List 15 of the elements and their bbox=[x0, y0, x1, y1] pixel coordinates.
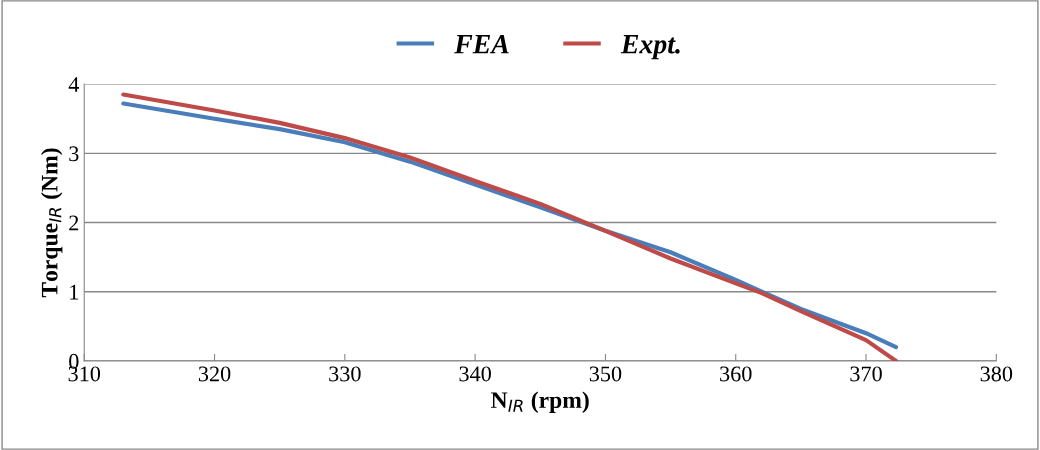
x-tick-label: 340 bbox=[459, 366, 491, 382]
x-tick-label: 380 bbox=[980, 366, 1013, 382]
y-tick-label: 3 bbox=[69, 146, 79, 162]
x-tick-label: 370 bbox=[850, 366, 882, 382]
x-axis-title: N$_{IR}$ (rpm) bbox=[491, 391, 589, 413]
y-tick-label: 2 bbox=[69, 215, 79, 231]
y-tick-label: 1 bbox=[70, 284, 79, 300]
y-tick-label: 4 bbox=[68, 77, 80, 92]
legend-label: FEA bbox=[454, 34, 509, 54]
x-tick-label: 330 bbox=[329, 366, 361, 382]
y-axis-title: Torque$_{IR}$ (Nm) bbox=[40, 148, 63, 298]
x-tick-label: 360 bbox=[720, 366, 752, 382]
x-tick-label: 350 bbox=[589, 366, 622, 382]
legend-label: Expt. bbox=[620, 35, 680, 60]
x-tick-label: 320 bbox=[198, 366, 231, 382]
